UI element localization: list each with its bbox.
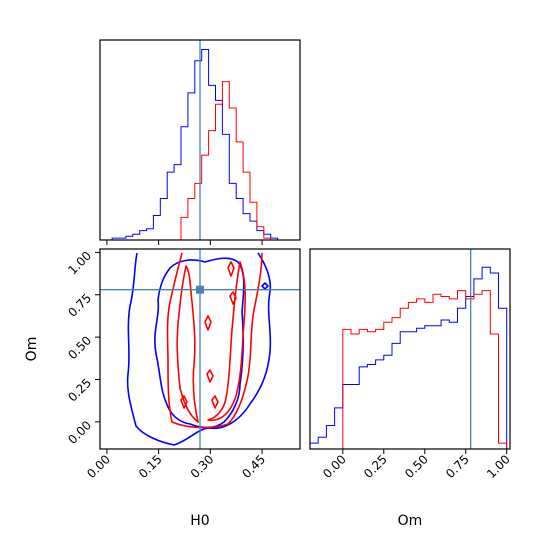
h0-histogram-sample-a bbox=[105, 49, 292, 241]
joint-xtick-label-1: 0.15 bbox=[136, 452, 165, 481]
h0-histogram-ticks bbox=[106, 240, 263, 245]
joint-contour-sample-b-island-2 bbox=[229, 291, 237, 305]
om-histogram-xtick-label-2: 0.50 bbox=[402, 452, 431, 481]
joint-contour-frame bbox=[99, 248, 301, 450]
joint-xtick-label-3: 0.45 bbox=[239, 452, 268, 481]
om-histogram-sample-b bbox=[310, 290, 508, 450]
joint-contour-panel: 0.00 0.15 0.30 0.450.000.250.500.751.00 H0 … bbox=[24, 248, 301, 529]
joint-contour-ticks: 0.00 0.15 0.30 0.45 0.00 0.25 0.50 0.75 1.00 bbox=[65, 249, 268, 481]
joint-contour-sample-b-island-4 bbox=[206, 369, 214, 383]
om-histogram-xtick-label-1: 0.25 bbox=[361, 452, 390, 481]
joint-contour-sample-a-island bbox=[261, 282, 269, 290]
joint-contour-sample-b-inner bbox=[176, 265, 199, 423]
h0-histogram-frame bbox=[99, 39, 301, 241]
joint-contour-sample-b-inner-right bbox=[207, 261, 246, 422]
om-histogram-sample-a bbox=[309, 266, 508, 449]
joint-truth-marker bbox=[196, 285, 204, 294]
om-histogram-panel: 0.00 0.25 0.50 0.75 1.00 Om bbox=[309, 248, 513, 529]
om-histogram-x-axis-label: Om bbox=[398, 513, 423, 529]
joint-ytick-label-3: 0.75 bbox=[65, 291, 94, 320]
joint-xtick-label-0: 0.00 bbox=[84, 452, 113, 481]
joint-ytick-label-1: 0.25 bbox=[65, 376, 94, 405]
joint-contour-sample-b-outer bbox=[166, 252, 263, 429]
joint-contour-sample-b-island-6 bbox=[211, 395, 219, 409]
joint-contour-sample-b-island-3 bbox=[227, 261, 235, 277]
h0-histogram-panel bbox=[99, 39, 301, 245]
joint-y-axis-label: Om bbox=[24, 337, 40, 362]
om-histogram-xtick-label-0: 0.00 bbox=[320, 452, 349, 481]
joint-contour-sample-a-inner bbox=[154, 257, 245, 429]
joint-ytick-label-4: 1.00 bbox=[65, 249, 94, 278]
om-histogram-xtick-label-3: 0.75 bbox=[443, 452, 472, 481]
om-histogram-xtick-label-4: 1.00 bbox=[484, 452, 513, 481]
joint-x-axis-label: H0 bbox=[190, 513, 209, 529]
om-histogram-ticks: 0.00 0.25 0.50 0.75 1.00 bbox=[320, 449, 513, 481]
joint-contour-sample-b-island-1 bbox=[204, 315, 212, 331]
joint-contour-sample-b-island-5 bbox=[180, 395, 188, 409]
joint-xtick-label-2: 0.30 bbox=[188, 452, 217, 481]
h0-histogram-sample-b bbox=[105, 81, 292, 241]
joint-ytick-label-0: 0.00 bbox=[65, 418, 94, 447]
om-histogram-frame bbox=[309, 248, 511, 450]
joint-contour-sample-a-outer bbox=[126, 252, 272, 446]
joint-ytick-label-2: 0.50 bbox=[65, 333, 94, 362]
